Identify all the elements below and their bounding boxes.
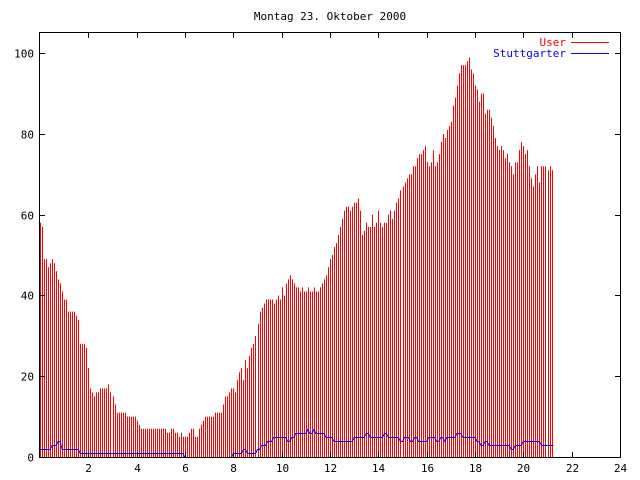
y-axis-ticks: 0 20 40 60 80 100 (14, 48, 620, 465)
x-tick-label: 8 (230, 462, 237, 475)
y-tick-label: 80 (21, 129, 34, 142)
x-tick-label: 2 (85, 462, 92, 475)
legend-label-stuttgarter: Stuttgarter (493, 47, 566, 60)
x-axis-ticks: 2 4 6 8 10 12 14 16 18 20 22 24 (85, 33, 627, 475)
x-tick-label: 20 (517, 462, 530, 475)
stuttgarter-line (40, 428, 554, 458)
plot-frame (39, 32, 621, 458)
legend-label-user: User (540, 36, 567, 49)
x-tick-label: 24 (614, 462, 628, 475)
x-tick-label: 12 (324, 462, 337, 475)
x-tick-label: 4 (134, 462, 141, 475)
x-tick-label: 22 (566, 462, 579, 475)
user-bars (40, 57, 553, 457)
x-tick-label: 18 (469, 462, 482, 475)
y-tick-label: 0 (27, 452, 34, 465)
chart-title: Montag 23. Oktober 2000 (254, 10, 406, 23)
x-tick-label: 16 (421, 462, 434, 475)
y-tick-label: 60 (21, 210, 34, 223)
y-tick-label: 40 (21, 290, 34, 303)
y-tick-label: 100 (14, 48, 34, 61)
stuttgarter-line-layer (40, 428, 554, 458)
x-tick-label: 14 (372, 462, 386, 475)
legend: User Stuttgarter (493, 36, 609, 60)
x-tick-label: 6 (182, 462, 189, 475)
x-tick-label: 10 (276, 462, 289, 475)
y-tick-label: 20 (21, 371, 34, 384)
